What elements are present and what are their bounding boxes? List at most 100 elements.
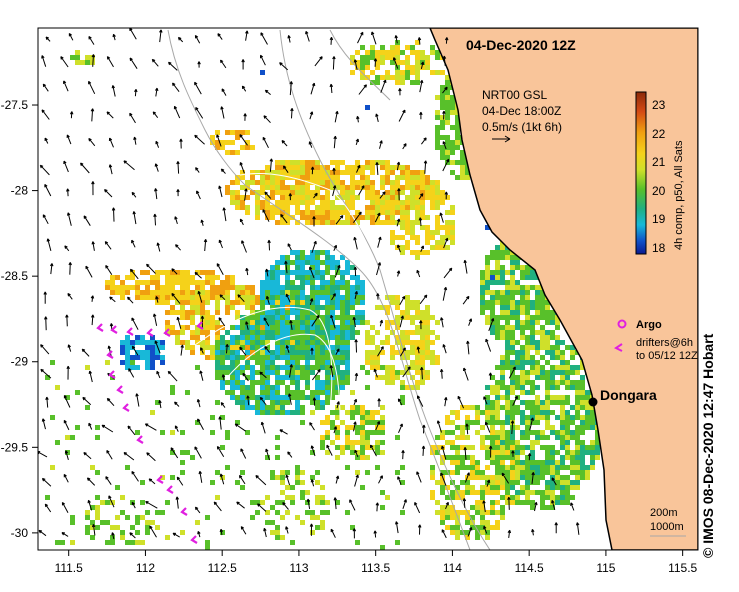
current-arrow [194,34,201,44]
sst-pixel [420,350,425,355]
sst-pixel [250,285,255,290]
sst-pixel [125,515,130,520]
sst-pixel [430,230,435,235]
sst-pixel [405,65,410,70]
current-arrow [216,445,225,458]
sst-pixel [255,360,260,365]
sst-pixel [510,360,515,365]
sst-pixel [405,230,410,235]
current-arrow [67,344,72,352]
current-arrow [44,184,52,197]
sst-pixel [85,525,90,530]
sst-pixel [495,510,500,515]
sst-pixel [590,415,595,420]
sst-pixel [330,265,335,270]
current-arrow [440,317,444,328]
sst-pixel [470,465,475,470]
sst-pixel [295,390,300,395]
sst-pixel [415,55,420,60]
sst-pixel [535,340,540,345]
sst-pixel [380,450,385,455]
sst-pixel [350,525,355,530]
current-arrow [66,365,70,380]
current-arrow [83,452,92,460]
sst-pixel [530,380,535,385]
sst-pixel [490,270,495,275]
sst-pixel [110,285,115,290]
sst-pixel [535,475,540,480]
sst-pixel [190,300,195,305]
sst-pixel [140,280,145,285]
sst-pixel [505,485,510,490]
sst-pixel [595,445,600,450]
sst-pixel [300,160,305,165]
sst-pixel [295,255,300,260]
sst-pixel [420,340,425,345]
currents-source: NRT00 GSL [482,88,547,102]
sst-pixel [250,310,255,315]
sst-pixel [230,180,235,185]
sst-pixel [165,330,170,335]
sst-pixel [435,180,440,185]
sst-pixel [45,375,50,380]
sst-pixel [555,370,560,375]
sst-pixel [515,380,520,385]
current-arrow [289,364,293,378]
sst-pixel [365,190,370,195]
sst-pixel [390,380,395,385]
sst-pixel [270,195,275,200]
sst-pixel [485,395,490,400]
current-arrow [171,292,181,304]
sst-pixel [405,300,410,305]
currents-time: 04-Dec 18:00Z [482,104,561,118]
sst-pixel [585,425,590,430]
sst-pixel [310,220,315,225]
current-arrow [375,502,380,512]
sst-pixel [355,450,360,455]
sst-pixel [175,275,180,280]
sst-pixel [390,180,395,185]
sst-pixel [300,175,305,180]
sst-pixel [305,300,310,305]
sst-pixel [380,415,385,420]
sst-pixel [515,320,520,325]
current-arrow [108,137,114,148]
sst-pixel [515,385,520,390]
current-arrow [439,368,444,379]
sst-pixel [505,250,510,255]
sst-pixel [510,260,515,265]
sst-pixel [395,340,400,345]
sst-pixel [570,345,575,350]
sst-pixel [355,300,360,305]
sst-pixel [550,335,555,340]
current-arrow [200,347,204,354]
sst-pixel [485,265,490,270]
sst-pixel [575,475,580,480]
sst-pixel [375,60,380,65]
sst-pixel [395,175,400,180]
sst-pixel [520,410,525,415]
sst-pixel [105,280,110,285]
sst-pixel [310,180,315,185]
sst-pixel [515,410,520,415]
sst-pixel [345,270,350,275]
sst-pixel [480,290,485,295]
sst-pixel [475,460,480,465]
sst-pixel [150,355,155,360]
sst-pixel [340,210,345,215]
sst-pixel [290,250,295,255]
sst-pixel [260,175,265,180]
sst-pixel [285,280,290,285]
sst-pixel [555,400,560,405]
sst-pixel [485,305,490,310]
sst-pixel [505,410,510,415]
sst-pixel [465,405,470,410]
sst-pixel [295,470,300,475]
current-arrow [237,294,245,303]
sst-pixel [255,320,260,325]
isobath-legend-1000: 1000m [650,521,684,533]
sst-pixel [590,450,595,455]
sst-pixel [420,320,425,325]
sst-pixel [395,50,400,55]
current-arrow [329,36,334,45]
